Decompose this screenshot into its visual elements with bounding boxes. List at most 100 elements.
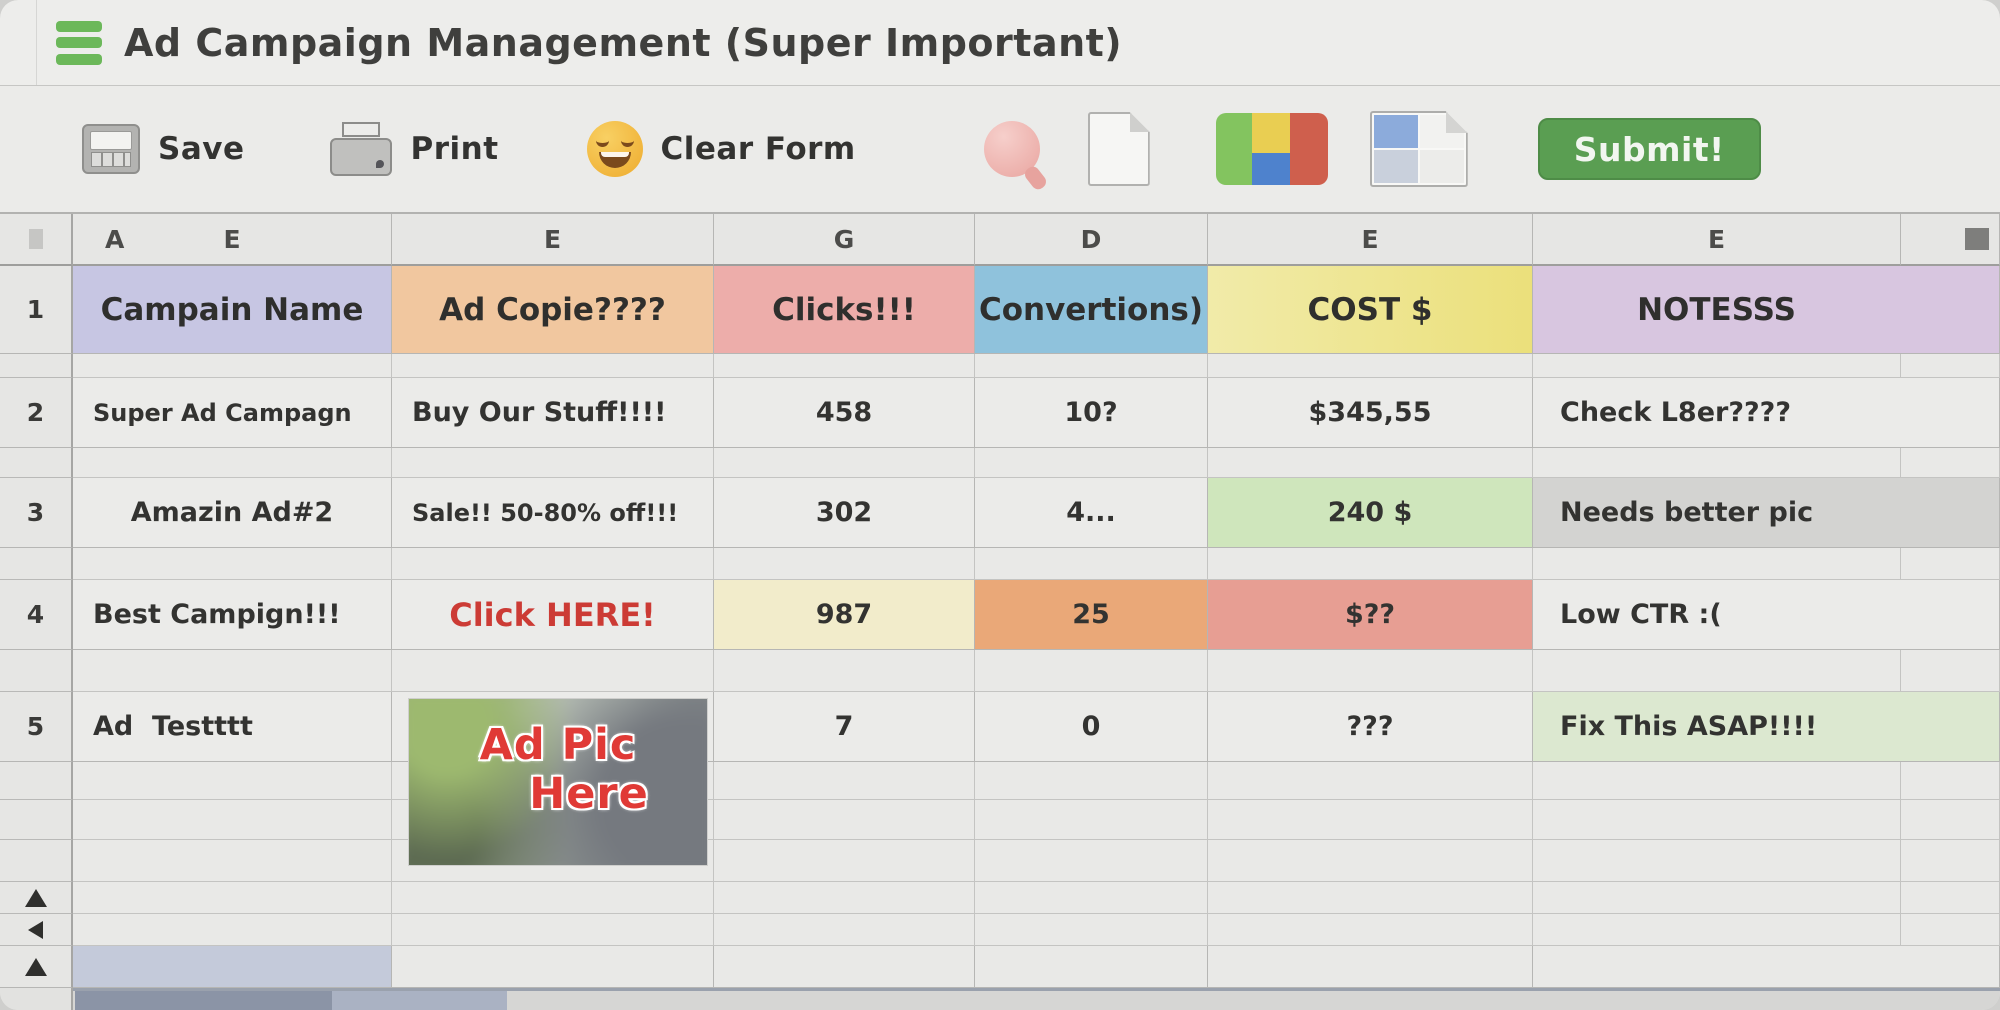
cell-campaign-name-row3[interactable]: Amazin Ad#2 bbox=[73, 478, 392, 548]
cell[interactable] bbox=[714, 650, 975, 692]
print-button[interactable]: Print bbox=[330, 122, 498, 176]
cell[interactable] bbox=[975, 448, 1208, 478]
cell[interactable] bbox=[1208, 762, 1533, 800]
cell[interactable] bbox=[1208, 840, 1533, 882]
cell[interactable] bbox=[392, 354, 714, 378]
cell-conversions-row2[interactable]: 10? bbox=[975, 378, 1208, 448]
cell-campaign-name-row5[interactable]: Ad Testttt bbox=[73, 692, 392, 762]
cell[interactable] bbox=[975, 800, 1208, 840]
cell-clicks-row2[interactable]: 458 bbox=[714, 378, 975, 448]
cell[interactable] bbox=[1533, 354, 1901, 378]
cell[interactable] bbox=[1901, 448, 2000, 478]
search-button[interactable] bbox=[983, 121, 1049, 193]
cell[interactable] bbox=[1901, 762, 2000, 800]
cell[interactable] bbox=[392, 914, 714, 946]
cell[interactable] bbox=[73, 650, 392, 692]
ad-pic-image[interactable]: Ad Pic Here bbox=[408, 698, 708, 866]
cell[interactable] bbox=[1901, 650, 2000, 692]
row-header-2[interactable]: 2 bbox=[0, 378, 73, 448]
cell[interactable] bbox=[73, 448, 392, 478]
cell-notes-row5[interactable]: Fix This ASAP!!!! bbox=[1533, 692, 2000, 762]
row-header[interactable] bbox=[0, 650, 73, 692]
cell[interactable] bbox=[975, 548, 1208, 580]
row-header[interactable] bbox=[0, 354, 73, 378]
cell[interactable] bbox=[392, 650, 714, 692]
horizontal-scrollbar[interactable] bbox=[0, 988, 2000, 1010]
cell-cost-row5[interactable]: ??? bbox=[1208, 692, 1533, 762]
cell[interactable] bbox=[1533, 548, 1901, 580]
header-conversions[interactable]: Convertions) bbox=[975, 266, 1208, 354]
cell[interactable] bbox=[1901, 882, 2000, 914]
cell[interactable] bbox=[1901, 800, 2000, 840]
cell[interactable] bbox=[714, 914, 975, 946]
cell-notes-row4[interactable]: Low CTR :( bbox=[1533, 580, 2000, 650]
row-header[interactable] bbox=[0, 448, 73, 478]
column-header-4[interactable]: D bbox=[975, 214, 1208, 266]
cell[interactable] bbox=[1208, 914, 1533, 946]
submit-button[interactable]: Submit! bbox=[1537, 118, 1761, 180]
header-campaign-name[interactable]: Campain Name bbox=[73, 266, 392, 354]
scroll-up-button-2[interactable] bbox=[0, 946, 73, 988]
cell-notes-row3[interactable]: Needs better pic bbox=[1533, 478, 2000, 548]
cell[interactable] bbox=[975, 762, 1208, 800]
row-header-5[interactable]: 5 bbox=[0, 692, 73, 762]
row-header[interactable] bbox=[0, 548, 73, 580]
save-button[interactable]: Save bbox=[82, 124, 244, 174]
cell[interactable] bbox=[1208, 946, 1533, 988]
cell-conversions-row3[interactable]: 4... bbox=[975, 478, 1208, 548]
new-page-button[interactable] bbox=[1088, 112, 1170, 186]
cell[interactable] bbox=[975, 650, 1208, 692]
row-header[interactable] bbox=[0, 800, 73, 840]
cell[interactable] bbox=[1533, 946, 2000, 988]
cell[interactable] bbox=[73, 914, 392, 946]
cell[interactable] bbox=[73, 762, 392, 800]
cell[interactable] bbox=[714, 762, 975, 800]
cell[interactable] bbox=[73, 840, 392, 882]
cell[interactable] bbox=[714, 800, 975, 840]
cell[interactable] bbox=[392, 448, 714, 478]
cell[interactable] bbox=[1533, 448, 1901, 478]
menu-button[interactable] bbox=[56, 20, 102, 65]
cell[interactable] bbox=[714, 354, 975, 378]
scrollbar-thumb-secondary[interactable] bbox=[332, 991, 507, 1010]
column-header-7[interactable] bbox=[1901, 214, 2000, 266]
cell[interactable] bbox=[1533, 882, 1901, 914]
scrollbar-thumb[interactable] bbox=[75, 991, 332, 1010]
cell-clicks-row3[interactable]: 302 bbox=[714, 478, 975, 548]
cell[interactable] bbox=[73, 548, 392, 580]
cell-conversions-row5[interactable]: 0 bbox=[975, 692, 1208, 762]
header-ad-copy[interactable]: Ad Copie???? bbox=[392, 266, 714, 354]
cell-clicks-row4[interactable]: 987 bbox=[714, 580, 975, 650]
table-view-button[interactable] bbox=[1370, 111, 1468, 187]
cell[interactable] bbox=[714, 946, 975, 988]
clear-form-button[interactable]: Clear Form bbox=[586, 121, 856, 177]
cell[interactable] bbox=[975, 914, 1208, 946]
cell[interactable] bbox=[975, 946, 1208, 988]
scrollbar-track[interactable] bbox=[73, 988, 2000, 1010]
cell-campaign-name-row4[interactable]: Best Campign!!! bbox=[73, 580, 392, 650]
cell[interactable] bbox=[392, 548, 714, 580]
cell-campaign-name-row2[interactable]: Super Ad Campagn bbox=[73, 378, 392, 448]
cell[interactable] bbox=[73, 354, 392, 378]
row-header[interactable] bbox=[0, 762, 73, 800]
row-header-1[interactable]: 1 bbox=[0, 266, 73, 354]
select-all-corner[interactable] bbox=[0, 214, 73, 266]
column-header-3[interactable]: G bbox=[714, 214, 975, 266]
cell[interactable] bbox=[1208, 800, 1533, 840]
cell[interactable] bbox=[392, 840, 714, 882]
cell[interactable] bbox=[73, 800, 392, 840]
cell-cost-row2[interactable]: $345,55 bbox=[1208, 378, 1533, 448]
cell[interactable] bbox=[1533, 650, 1901, 692]
cell[interactable] bbox=[1208, 448, 1533, 478]
cell[interactable] bbox=[714, 448, 975, 478]
scroll-left-button[interactable] bbox=[0, 914, 73, 946]
cell-ad-copy-row2[interactable]: Buy Our Stuff!!!! bbox=[392, 378, 714, 448]
cell[interactable] bbox=[1533, 800, 1901, 840]
cell[interactable] bbox=[975, 840, 1208, 882]
cell[interactable] bbox=[1533, 762, 1901, 800]
scroll-up-button[interactable] bbox=[0, 882, 73, 914]
row-header-3[interactable]: 3 bbox=[0, 478, 73, 548]
cell[interactable] bbox=[714, 548, 975, 580]
cell[interactable] bbox=[1208, 650, 1533, 692]
